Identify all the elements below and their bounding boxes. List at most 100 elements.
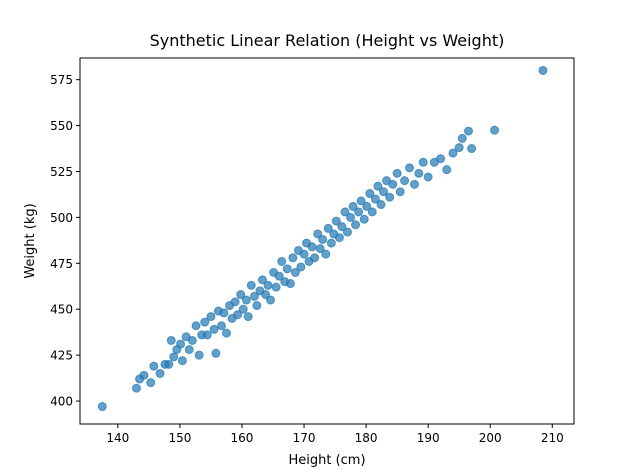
data-point — [373, 181, 383, 191]
data-point — [187, 335, 197, 345]
y-tick-label: 475 — [50, 257, 73, 271]
x-tick-label: 210 — [541, 431, 564, 445]
data-point — [202, 330, 212, 340]
data-point — [296, 262, 306, 272]
data-point — [97, 402, 107, 412]
data-point — [249, 291, 259, 301]
y-axis-label: Weight (kg) — [23, 203, 38, 278]
x-tick-label: 200 — [479, 431, 502, 445]
data-point — [392, 168, 402, 178]
data-point — [285, 279, 295, 289]
x-axis: 140 150 160 170 180 190 200 210 — [106, 424, 564, 445]
data-point — [274, 271, 284, 281]
data-point — [169, 352, 179, 362]
data-point — [236, 290, 246, 300]
data-point — [206, 312, 216, 322]
data-point — [263, 280, 273, 290]
data-point — [490, 125, 500, 135]
data-point — [290, 267, 300, 277]
data-point — [538, 65, 548, 75]
data-point — [241, 295, 251, 305]
data-point — [321, 249, 331, 259]
data-point — [423, 172, 433, 182]
data-point — [310, 253, 320, 263]
y-tick-label: 425 — [50, 349, 73, 363]
data-point — [271, 282, 281, 292]
data-point — [299, 249, 309, 259]
x-tick-label: 140 — [106, 431, 129, 445]
data-point — [418, 157, 428, 167]
data-point — [342, 227, 352, 237]
data-point — [200, 317, 210, 327]
data-point — [176, 339, 186, 349]
data-point — [400, 176, 410, 186]
y-tick-label: 550 — [50, 119, 73, 133]
x-tick-label: 190 — [417, 431, 440, 445]
data-point — [365, 189, 375, 199]
data-point — [131, 383, 141, 393]
data-point — [318, 234, 328, 244]
data-point — [359, 214, 369, 224]
data-point — [307, 242, 317, 252]
x-tick-label: 180 — [355, 431, 378, 445]
data-point — [216, 321, 226, 331]
data-point — [194, 350, 204, 360]
y-tick-label: 500 — [50, 211, 73, 225]
x-tick-label: 170 — [293, 431, 316, 445]
data-point — [370, 194, 380, 204]
data-point — [463, 126, 473, 136]
data-point — [334, 233, 344, 243]
data-point — [331, 216, 341, 226]
data-point — [177, 356, 187, 366]
data-point — [243, 312, 253, 322]
data-point — [414, 168, 424, 178]
data-point — [164, 359, 174, 369]
data-point — [211, 348, 221, 358]
data-point — [155, 368, 165, 378]
data-point — [354, 207, 364, 217]
data-point — [395, 187, 405, 197]
data-point — [149, 361, 159, 371]
data-point — [277, 256, 287, 266]
data-point — [288, 253, 298, 263]
data-point — [166, 335, 176, 345]
data-point — [442, 165, 452, 175]
chart-title: Synthetic Linear Relation (Height vs Wei… — [150, 31, 505, 50]
x-tick-label: 150 — [168, 431, 191, 445]
data-point — [346, 212, 356, 222]
data-point — [266, 295, 276, 305]
y-axis: 400 425 450 475 500 525 550 575 — [50, 73, 80, 409]
data-point — [261, 290, 271, 300]
data-point — [252, 301, 262, 311]
data-point — [351, 220, 361, 230]
x-tick-label: 160 — [231, 431, 254, 445]
data-point — [448, 148, 458, 158]
data-point — [230, 297, 240, 307]
data-point — [340, 207, 350, 217]
data-point — [191, 321, 201, 331]
data-point — [337, 222, 347, 232]
y-tick-label: 450 — [50, 303, 73, 317]
data-point — [367, 207, 377, 217]
data-point — [356, 196, 366, 206]
data-point — [221, 328, 231, 338]
y-tick-label: 400 — [50, 395, 73, 409]
data-point — [246, 280, 256, 290]
y-tick-label: 525 — [50, 165, 73, 179]
x-axis-label: Height (cm) — [288, 453, 365, 468]
data-point — [467, 144, 477, 154]
data-point — [184, 345, 194, 355]
y-tick-label: 575 — [50, 73, 73, 87]
data-point — [313, 229, 323, 239]
data-point — [457, 133, 467, 143]
points-layer — [97, 65, 548, 412]
data-point — [436, 154, 446, 164]
data-point — [233, 310, 243, 320]
data-point — [378, 187, 388, 197]
data-point — [219, 308, 229, 318]
data-point — [376, 200, 386, 210]
data-point — [388, 179, 398, 189]
data-point — [146, 378, 156, 388]
data-point — [315, 244, 325, 254]
